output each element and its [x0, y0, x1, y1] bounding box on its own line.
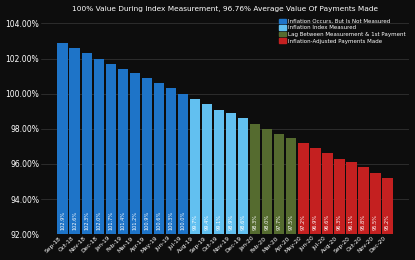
Bar: [105, 64, 116, 234]
Text: 102.9%: 102.9%: [60, 211, 65, 230]
Bar: [370, 173, 381, 234]
Bar: [190, 99, 200, 234]
Bar: [166, 88, 176, 234]
Bar: [142, 78, 152, 234]
Bar: [57, 43, 68, 234]
Bar: [274, 134, 284, 234]
Bar: [93, 58, 104, 234]
Text: 100.3%: 100.3%: [168, 211, 173, 230]
Text: 98.9%: 98.9%: [229, 214, 234, 230]
Bar: [129, 73, 140, 234]
Text: 100.0%: 100.0%: [181, 211, 186, 230]
Text: 100.6%: 100.6%: [156, 211, 161, 230]
Bar: [238, 118, 249, 234]
Bar: [262, 129, 272, 234]
Text: 98.6%: 98.6%: [241, 214, 246, 230]
Bar: [226, 113, 237, 234]
Legend: Inflation Occurs, But Is Not Measured, Inflation Index Measured, Lag Between Mea: Inflation Occurs, But Is Not Measured, I…: [278, 17, 407, 45]
Text: 97.2%: 97.2%: [301, 214, 306, 230]
Text: 101.7%: 101.7%: [108, 211, 113, 230]
Bar: [334, 159, 344, 234]
Bar: [358, 167, 369, 234]
Text: 102.0%: 102.0%: [96, 211, 101, 230]
Text: 102.6%: 102.6%: [72, 211, 77, 230]
Text: 98.0%: 98.0%: [265, 214, 270, 230]
Bar: [202, 104, 212, 234]
Bar: [298, 143, 308, 234]
Bar: [178, 94, 188, 234]
Bar: [382, 178, 393, 234]
Bar: [310, 148, 320, 234]
Bar: [286, 138, 296, 234]
Text: 101.4%: 101.4%: [120, 211, 125, 230]
Text: 96.3%: 96.3%: [337, 214, 342, 230]
Text: 99.1%: 99.1%: [217, 214, 222, 230]
Text: 96.6%: 96.6%: [325, 214, 330, 230]
Text: 99.4%: 99.4%: [205, 214, 210, 230]
Text: 97.7%: 97.7%: [277, 214, 282, 230]
Text: 100.9%: 100.9%: [144, 211, 149, 230]
Text: 96.9%: 96.9%: [313, 214, 318, 230]
Text: 102.3%: 102.3%: [84, 211, 89, 230]
Text: 97.5%: 97.5%: [289, 214, 294, 230]
Text: 96.1%: 96.1%: [349, 214, 354, 230]
Text: 98.3%: 98.3%: [253, 214, 258, 230]
Bar: [81, 53, 92, 234]
Bar: [154, 83, 164, 234]
Bar: [214, 109, 225, 234]
Text: 95.8%: 95.8%: [361, 214, 366, 230]
Bar: [250, 124, 261, 234]
Bar: [346, 162, 356, 234]
Bar: [322, 153, 332, 234]
Title: 100% Value During Index Measurement, 96.76% Average Value Of Payments Made: 100% Value During Index Measurement, 96.…: [72, 5, 378, 11]
Text: 95.5%: 95.5%: [373, 214, 378, 230]
Text: 99.7%: 99.7%: [193, 214, 198, 230]
Bar: [69, 48, 80, 234]
Text: 95.2%: 95.2%: [385, 214, 390, 230]
Text: 101.2%: 101.2%: [132, 211, 137, 230]
Bar: [117, 69, 128, 234]
